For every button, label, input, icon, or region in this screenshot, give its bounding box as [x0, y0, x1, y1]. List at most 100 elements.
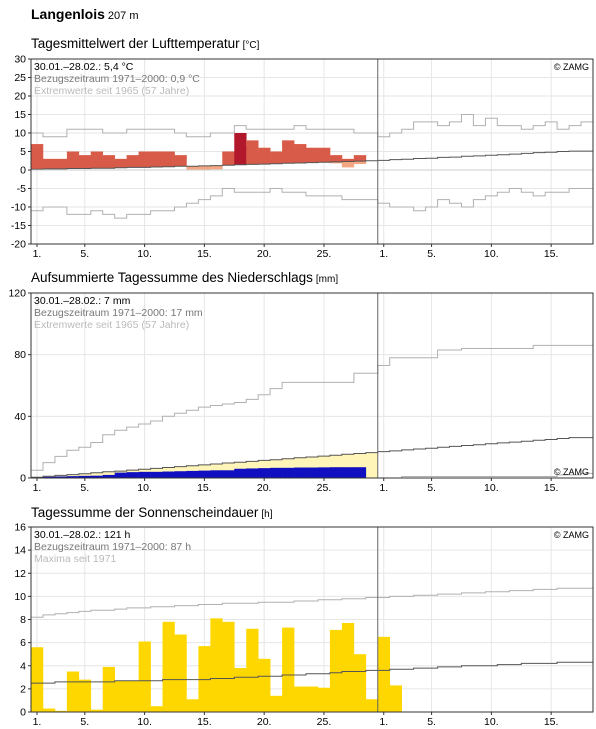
precipitation-xtick-label: 25. — [317, 482, 332, 494]
temperature-unit: [°C] — [242, 40, 260, 51]
temperature-min-line — [31, 188, 593, 219]
temperature-xtick-label: 1. — [379, 248, 388, 260]
precipitation-bar — [306, 467, 319, 478]
precipitation-xtick-label: 15. — [544, 482, 559, 494]
temperature-bar-base — [210, 165, 223, 170]
sunshine-bar — [198, 646, 211, 712]
station-header: Langenlois 207 m — [31, 6, 138, 22]
precipitation-bar — [317, 467, 331, 478]
sunshine-xtick-label: 20. — [257, 716, 272, 728]
precipitation-bar — [66, 476, 80, 478]
precipitation-bar — [54, 476, 68, 478]
temperature-bar-base — [186, 166, 199, 170]
sunshine-xtick-label: 25. — [317, 716, 332, 728]
sunshine-bar — [186, 699, 199, 712]
precipitation-normal-line — [31, 437, 593, 478]
sunshine-bar — [210, 618, 223, 712]
sunshine-bar — [78, 679, 92, 712]
sunshine-chart-title: Tagessumme der Sonnenscheindauer [h] — [31, 505, 273, 520]
sunshine-xtick-label: 5. — [80, 716, 89, 728]
sunshine-bar — [138, 641, 151, 712]
sunshine-ytick-label: 12 — [14, 568, 26, 580]
temperature-bar-anomaly — [90, 151, 104, 169]
precipitation-bar — [114, 472, 127, 478]
sunshine-bar — [294, 686, 307, 712]
sunshine-bar — [389, 685, 402, 712]
sunshine-bar — [365, 699, 379, 712]
temperature-xtick-label: 15. — [197, 248, 212, 260]
temperature-bar-anomaly — [78, 155, 92, 169]
precipitation-chart-title: Aufsummierte Tagessumme des Niederschlag… — [31, 270, 338, 285]
precipitation-bar — [353, 467, 367, 478]
precipitation-info-line: Bezugszeitraum 1971–2000: 17 mm — [34, 307, 203, 319]
precipitation-ytick-label: 80 — [14, 349, 26, 361]
sunshine-ytick-label: 16 — [14, 522, 26, 534]
precipitation-bar — [174, 471, 187, 478]
sunshine-bar — [54, 710, 68, 712]
sunshine-ytick-label: 14 — [14, 545, 26, 557]
temperature-normal-line — [31, 150, 593, 170]
temperature-bar-anomaly — [246, 140, 259, 165]
sunshine-bar — [329, 629, 343, 712]
precipitation-bar — [186, 470, 199, 478]
sunshine-xtick-label: 15. — [544, 716, 559, 728]
sunshine-bar — [234, 668, 247, 712]
precipitation-info-line: Extremwerte seit 1965 (57 Jahre) — [34, 319, 189, 331]
temperature-xtick-label: 15. — [544, 248, 559, 260]
precipitation-info-line: 30.01.–28.02.: 7 mm — [34, 295, 131, 307]
temperature-bar-anomaly — [341, 158, 355, 162]
temperature-bar-anomaly — [66, 151, 80, 169]
precipitation-ytick-label: 120 — [8, 288, 26, 300]
sunshine-ytick-label: 2 — [20, 683, 26, 695]
temperature-bar-anomaly — [31, 144, 44, 170]
temperature-bar-anomaly — [138, 151, 151, 168]
temperature-bar-anomaly — [294, 144, 307, 163]
sunshine-copyright: © ZAMG — [554, 530, 589, 540]
temperature-xtick-label: 5. — [80, 248, 89, 260]
precipitation-bar — [270, 467, 283, 478]
sunshine-ytick-label: 4 — [20, 660, 26, 672]
temperature-ytick-label: 10 — [14, 128, 26, 140]
temperature-ytick-label: -15 — [11, 220, 26, 232]
temperature-ytick-label: -20 — [11, 239, 26, 251]
temperature-xtick-label: 25. — [317, 248, 332, 260]
sunshine-bar — [353, 654, 367, 712]
precipitation-xtick-label: 5. — [427, 482, 436, 494]
temperature-bar-anomaly — [150, 151, 163, 168]
precipitation-bar — [162, 471, 175, 478]
temperature-bar-anomaly — [126, 155, 139, 168]
temperature-chart: -20 -15 -10 -5 0 5 10 15 20 25 30 1. 5. 10. 15. 20. 25. 1… — [11, 54, 594, 260]
precipitation-xtick-label: 1. — [379, 482, 388, 494]
precipitation-bar — [246, 468, 259, 478]
temperature-xtick-label: 10. — [484, 248, 499, 260]
temperature-bar-anomaly — [317, 147, 331, 163]
precipitation-plot-frame — [30, 292, 594, 479]
temperature-ytick-label: -10 — [11, 202, 26, 214]
sunshine-bar — [150, 706, 163, 712]
sunshine-max-line — [31, 587, 593, 618]
precipitation-xtick-label: 1. — [33, 482, 42, 494]
precipitation-unit: [mm] — [315, 274, 339, 285]
precipitation-bar — [258, 468, 271, 478]
precipitation-bar — [90, 475, 104, 478]
sunshine-bar — [246, 628, 259, 712]
sunshine-bar — [377, 636, 391, 712]
precipitation-ytick-label: 0 — [20, 473, 26, 485]
sunshine-bar — [317, 687, 331, 712]
temperature-bar-anomaly — [353, 155, 367, 162]
precipitation-bar — [234, 468, 247, 478]
sunshine-bar — [222, 621, 235, 712]
sunshine-normal-line — [31, 661, 593, 684]
temperature-xtick-label: 1. — [33, 248, 42, 260]
precipitation-xtick-label: 10. — [137, 482, 152, 494]
temperature-bar-anomaly — [306, 147, 319, 163]
sunshine-xtick-label: 1. — [33, 716, 42, 728]
sunshine-bar — [270, 695, 283, 712]
temperature-copyright: © ZAMG — [554, 62, 589, 72]
sunshine-bar — [341, 622, 355, 712]
temperature-bar-anomaly — [54, 158, 68, 169]
temperature-info-line: Extremwerte seit 1965 (57 Jahre) — [34, 85, 189, 97]
station-name: Langenlois — [31, 6, 105, 22]
sunshine-bar — [258, 658, 271, 712]
